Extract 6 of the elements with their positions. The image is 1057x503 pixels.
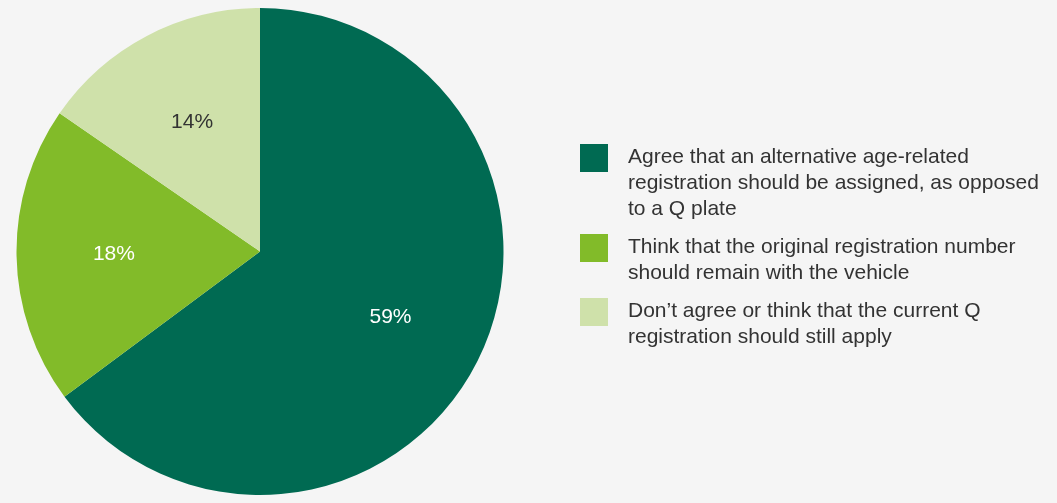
legend-label: Think that the original registration number should remain with the vehicle (628, 232, 1017, 285)
data-label: 18% (92, 240, 135, 264)
data-label: 14% (171, 108, 214, 132)
data-label: 59% (369, 303, 412, 327)
legend-label: Agree that an alternative age-related registration should be assigned, as opposed to a Q plate (628, 142, 1040, 221)
legend-label: Don’t agree or think that the current Q registration should still apply (628, 296, 982, 349)
